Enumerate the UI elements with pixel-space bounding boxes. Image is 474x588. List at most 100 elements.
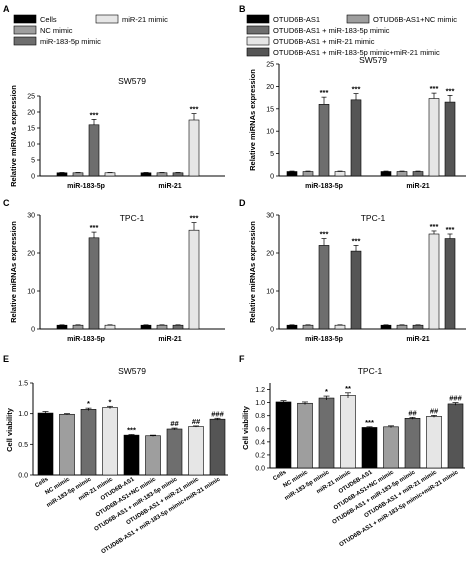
y-tick-label: 15 [27,126,35,133]
significance-label: *** [352,85,361,94]
y-tick-label: 20 [266,251,274,258]
y-tick-label: 0.0 [18,473,28,480]
y-axis-label: Relative miRNAs expression [9,85,18,187]
y-axis-label: Relative miRNAs expression [248,69,257,171]
bar [350,250,362,330]
legend-swatch [246,25,270,35]
bar [72,324,84,330]
y-axis-label: Cell viability [241,405,250,450]
panel-label: C [3,198,10,208]
panel-label: D [239,198,246,208]
y-tick-label: 1.5 [18,381,28,388]
significance-label: *** [320,230,329,239]
y-tick-label: 20 [266,84,274,91]
bar [318,245,330,330]
significance-label: ## [170,419,179,428]
legend-swatch [13,14,37,24]
y-tick-label: 10 [266,129,274,136]
legend-swatch [246,47,270,57]
x-category-label: Cells [272,469,288,482]
significance-label: ## [430,406,439,415]
bar [380,324,392,330]
legend-label: miR-183-5p mimic [40,37,101,46]
bar [166,428,183,476]
y-tick-label: 0 [270,174,274,181]
panel-label: A [3,4,10,14]
y-tick-label: 1.0 [255,400,265,407]
bar [444,238,456,330]
legend-swatch [13,25,37,35]
bar [396,171,408,177]
x-category-label: miR-21 [158,183,181,190]
significance-label: *** [127,426,136,435]
panel-b: B SW579 Relative miRNAs expression 0 5 10 15 20… [239,4,466,190]
significance-label: ### [211,409,224,418]
y-tick-label: 0.2 [255,452,265,459]
bar [104,324,116,330]
bar [88,124,100,177]
y-tick-label: 1.2 [255,387,265,394]
bar [396,324,408,330]
legend-label: OTUD6B-AS1 + miR-21 mimic [273,37,375,46]
y-tick-label: 5 [31,158,35,165]
bar [140,172,152,177]
significance-label: * [109,397,112,406]
significance-label: *** [365,418,374,427]
bar [426,416,442,469]
x-category-label: Cells [34,476,50,489]
legend-1: Cells NC mimic miR-183-5p mimic miR-21 mimi… [13,14,168,46]
y-tick-label: 20 [27,110,35,117]
legend-swatch [346,14,370,24]
bar [172,324,184,330]
y-tick-label: 0.0 [255,466,265,473]
panel-label: E [3,354,9,364]
y-tick-label: 20 [27,251,35,258]
significance-label: *** [430,222,439,231]
y-tick-label: 0 [270,327,274,334]
chart-title: TPC-1 [361,213,386,223]
bar [275,401,292,469]
significance-label: *** [190,214,199,223]
y-tick-label: 10 [27,142,35,149]
x-category-label: miR-21 [158,336,181,343]
bar [318,397,335,469]
bar [350,99,362,177]
y-axis-label: Cell viability [5,407,14,452]
x-category-label: miR-21 [406,183,429,190]
significance-label: *** [190,105,199,114]
y-tick-label: 0 [31,174,35,181]
bar [428,98,440,177]
x-category-label: miR-21 [406,336,429,343]
legend-label: OTUD6B-AS1 + miR-183-5p mimic [273,26,390,35]
x-category-label: miR-183-5p [67,183,105,190]
y-tick-label: 30 [27,213,35,220]
panel-d: D TPC-1 Relative miRNAs expression 0 10 20 30 *… [239,198,466,343]
bar [286,171,298,177]
bar [340,395,356,469]
bar [302,171,314,177]
y-tick-label: 0.6 [255,426,265,433]
bar [72,172,84,177]
significance-label: *** [430,84,439,93]
y-tick-label: 0.5 [18,442,28,449]
legend-label: OTUD6B-AS1 + miR-183-5p mimic+miR-21 mim… [273,48,440,57]
bar [188,426,204,476]
panel-label: F [239,354,245,364]
significance-label: *** [446,86,455,95]
bar [404,418,421,469]
bar [188,229,200,330]
bar [156,324,168,330]
panel-label: B [239,4,246,14]
y-tick-label: 25 [27,94,35,101]
bar [102,407,118,476]
significance-label: *** [90,223,99,232]
x-category-label: miR-183-5p [67,336,105,343]
significance-label: *** [352,236,361,245]
bar [444,101,456,177]
bar [334,324,346,330]
y-tick-label: 5 [270,151,274,158]
bar [286,324,298,330]
bar [140,324,152,330]
significance-label: ## [408,408,417,417]
